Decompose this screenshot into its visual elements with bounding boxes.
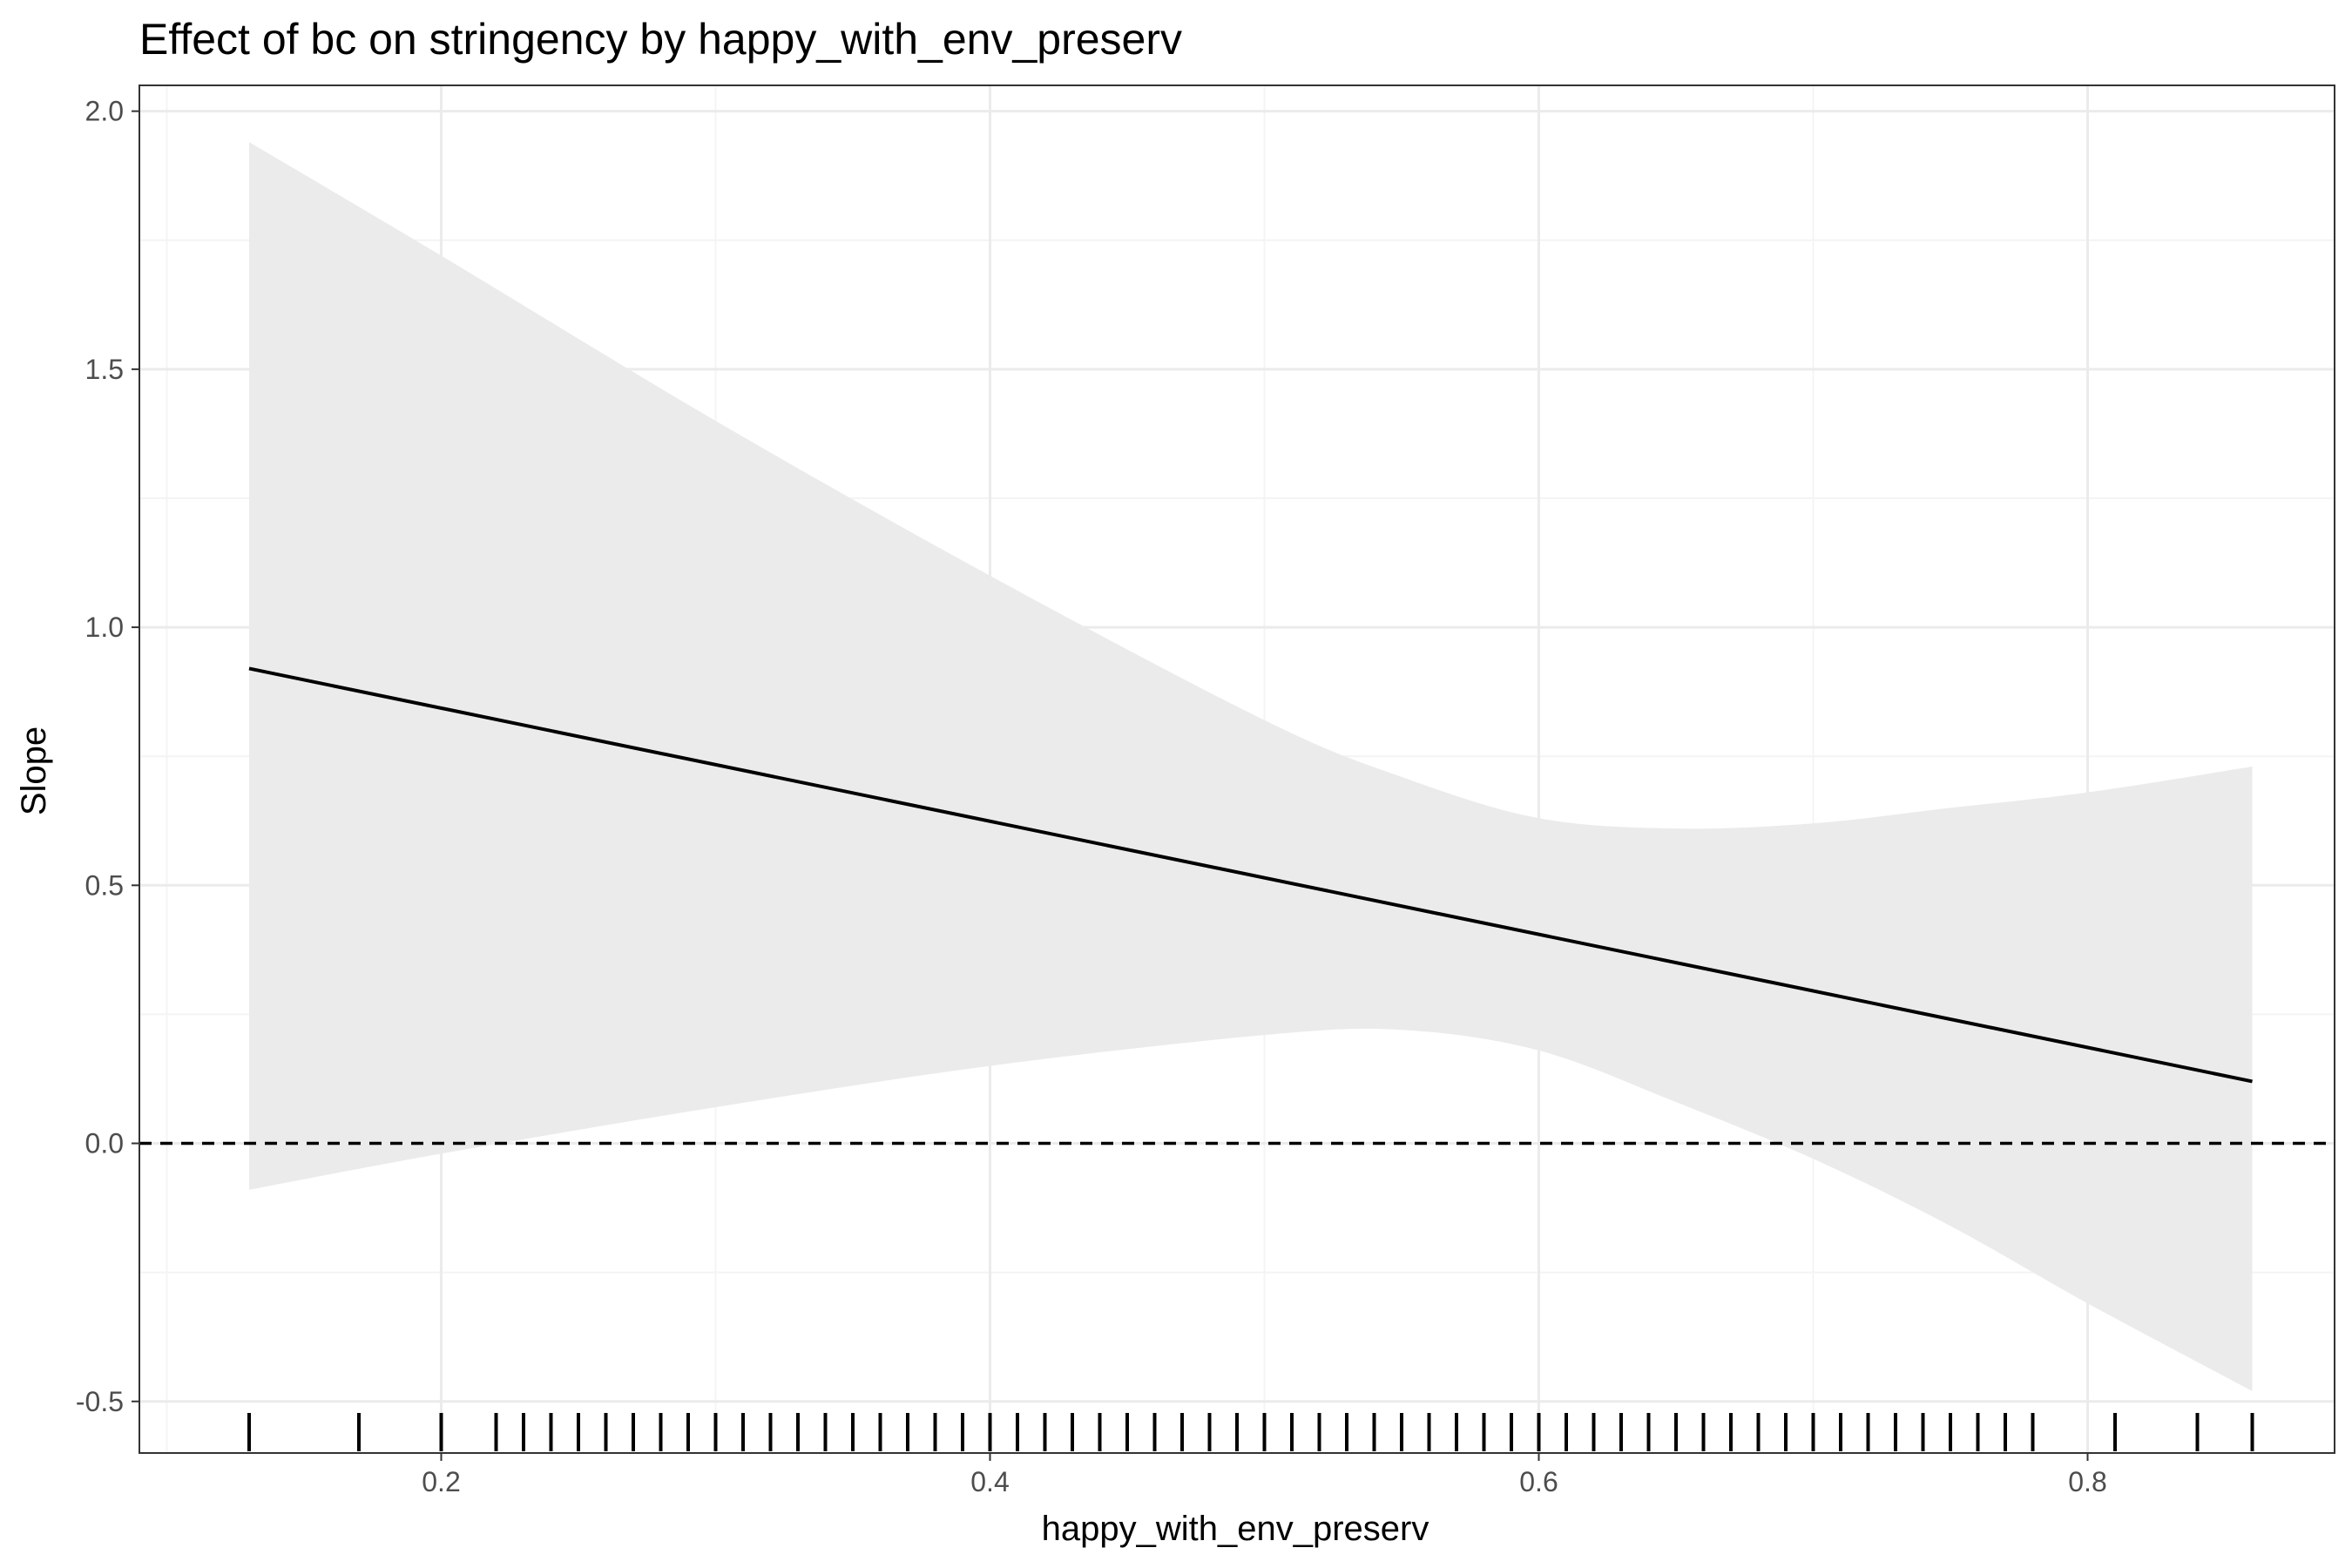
x-tick-label: 0.2: [422, 1466, 460, 1497]
slope-line-layer: [248, 666, 2253, 1084]
y-tick-label: 0.5: [85, 869, 124, 901]
chart-title: Effect of bc on stringency by happy_with…: [139, 15, 1182, 64]
y-axis-title: Slope: [15, 727, 53, 815]
x-axis: 0.2 0.4 0.6 0.8: [422, 1453, 2107, 1497]
y-tick-label: 1.0: [85, 612, 124, 643]
confidence-band: [249, 142, 2253, 1391]
y-tick-label: 1.5: [85, 354, 124, 385]
x-tick-label: 0.4: [970, 1466, 1009, 1497]
y-tick-label: 0.0: [85, 1128, 124, 1159]
x-tick-label: 0.6: [1519, 1466, 1558, 1497]
y-tick-label: -0.5: [76, 1386, 124, 1417]
slope-line: [248, 666, 2253, 1084]
x-tick-label: 0.8: [2068, 1466, 2106, 1497]
x-axis-title: happy_with_env_preserv: [1042, 1510, 1429, 1548]
panel-border: [139, 84, 2335, 1454]
rug-marks: [247, 1413, 2254, 1451]
y-axis: -0.5 0.0 0.5 1.0 1.5 2.0: [76, 96, 139, 1417]
confidence-band-layer: [249, 142, 2253, 1391]
plot-panel: [139, 84, 2335, 1454]
y-tick-label: 2.0: [85, 96, 124, 127]
